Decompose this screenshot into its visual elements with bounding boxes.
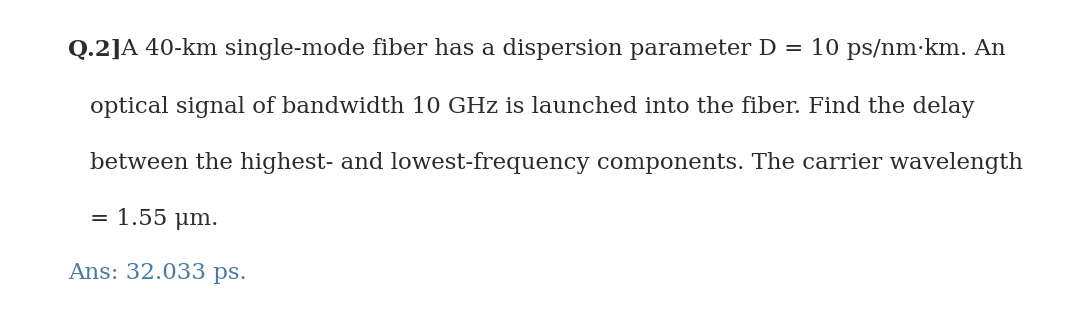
Text: optical signal of bandwidth 10 GHz is launched into the fiber. Find the delay: optical signal of bandwidth 10 GHz is la… (90, 96, 974, 118)
Text: between the highest- and lowest-frequency components. The carrier wavelength: between the highest- and lowest-frequenc… (90, 152, 1023, 174)
Text: Q.2]: Q.2] (68, 38, 122, 60)
Text: A 40-km single-mode fiber has a dispersion parameter D = 10 ps/nm·km. An: A 40-km single-mode fiber has a dispersi… (114, 38, 1005, 60)
Text: = 1.55 μm.: = 1.55 μm. (90, 208, 218, 230)
Text: Ans: 32.033 ps.: Ans: 32.033 ps. (68, 262, 246, 284)
